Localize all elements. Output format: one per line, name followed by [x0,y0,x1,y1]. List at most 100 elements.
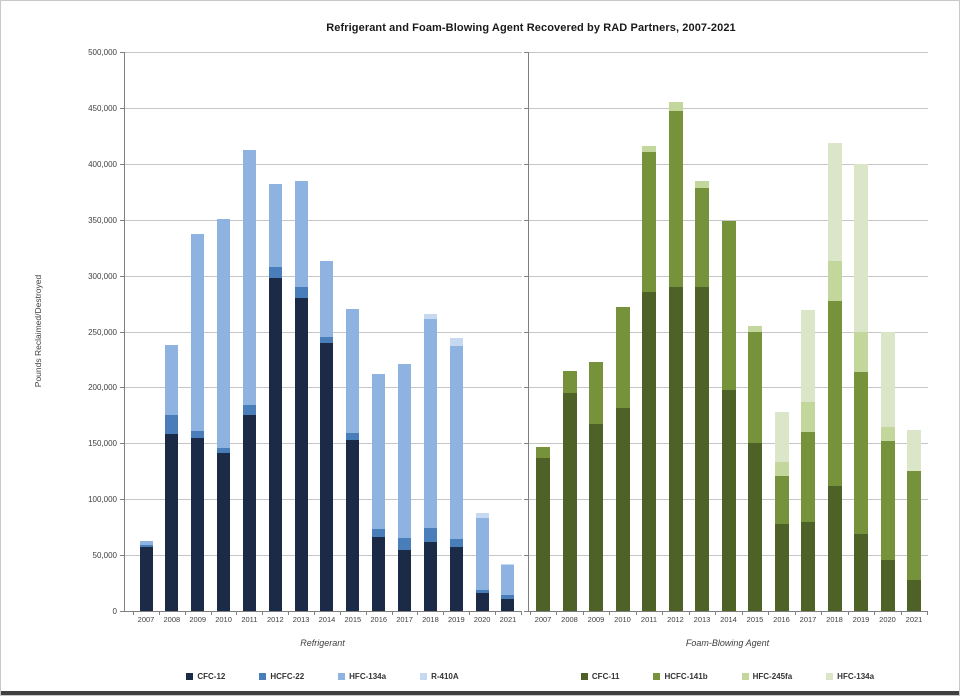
bar-segment-hfc-134a [801,310,815,402]
bar-segment-hcfc-22 [398,538,412,550]
bar-segment-hcfc-141b [827,301,842,486]
x-tick-label: 2013 [292,615,310,624]
y-tick-label: 300,000 [88,271,117,281]
legend-item-cfc-11: CFC-11 [580,672,619,681]
x-tick-label: 2013 [693,615,711,624]
bar-segment-hcfc-22 [165,415,179,435]
bar-segment-hfc-245fa [880,426,895,442]
bar-segment-cfc-12 [475,593,489,611]
bar-segment-hfc-134a [907,429,921,472]
legend-label: HCFC-141b [664,672,708,681]
foam-blowing-agent-chart-panel: 2007 2008 2009 2010 2011 2012 2013 2014 2015 2016… [524,52,929,624]
x-tick-label: 2015 [344,615,362,624]
bar-segment-hcfc-22 [294,286,308,298]
y-axis-tick [120,555,125,557]
x-tick-label: 2020 [473,615,491,624]
x-tick-label: 2007 [534,615,552,624]
y-axis-tick [524,219,529,221]
bar-segment-hcfc-141b [615,306,630,408]
legend-label: HFC-134a [837,672,875,681]
legend-item-hfc-134a: HFC-134a [338,672,386,681]
y-axis-tick [524,611,529,612]
bar-segment-hfc-245fa [774,462,789,476]
bar-segment-hcfc-141b [907,471,921,580]
x-tick-label: 2019 [852,615,870,624]
legend-label: HFC-134a [349,672,387,681]
x-axis-line [529,611,928,612]
bar-segment-hcfc-22 [346,433,360,440]
y-tick-label: 450,000 [88,103,117,113]
x-tick-label: 2016 [370,615,388,624]
bar-segment-cfc-11 [801,521,815,611]
bar-segment-hfc-245fa [695,180,709,189]
bar-segment-hfc-245fa [854,331,868,372]
bottom-border-rule [1,691,959,695]
bar-segment-hcfc-22 [372,529,386,538]
bar-segment-hcfc-141b [801,432,815,522]
x-tick-label: 2017 [396,615,413,624]
y-axis-tick [120,275,125,277]
bar-segment-hfc-134a [346,309,360,434]
bar-segment-r-410a [501,564,515,566]
bar-segment-hcfc-22 [423,528,437,542]
y-axis-tick [524,275,529,277]
x-tick-label: 2012 [667,615,684,624]
x-tick-label: 2020 [879,615,896,624]
legend-item-r-410a: R-410A [420,672,459,681]
bar-segment-hfc-245fa [642,145,656,152]
bar-segment-cfc-12 [423,541,437,611]
bar-segment-cfc-12 [294,297,308,611]
bar-segment-hfc-134a [139,540,153,546]
y-axis-tick [120,52,125,53]
x-axis-tick [339,611,341,615]
y-axis-tick [120,219,125,221]
bar-segment-cfc-11 [668,286,683,611]
x-tick-label: 2014 [318,615,336,624]
y-tick-label: 250,000 [88,327,117,337]
bar-segment-hcfc-141b [721,220,736,390]
y-axis-tick [524,555,529,557]
x-tick-label: 2008 [163,615,181,624]
bar-segment-hcfc-141b [774,475,789,524]
legend-item-hcfc-141b: HCFC-141b [653,672,708,681]
y-axis-tick [524,499,529,501]
bar-segment-hcfc-141b [562,370,577,393]
y-tick-label: 500,000 [88,48,117,57]
gridline [125,219,522,221]
bar-segment-hcfc-141b [880,441,895,560]
bar-segment-hfc-134a [449,346,463,540]
legend-swatch-icon [826,673,834,680]
chart-title: Refrigerant and Foam-Blowing Agent Recov… [326,22,736,34]
legend-item-hcfc-22: HCFC-22 [259,672,304,681]
legend-label: HCFC-22 [270,672,305,681]
bar-segment-cfc-11 [827,485,842,611]
y-axis-tick [120,443,125,445]
y-tick-label: 150,000 [88,439,117,449]
bar-segment-hfc-134a [165,344,179,416]
y-axis-tick [120,107,125,109]
bar-segment-hcfc-22 [242,405,256,416]
x-axis-tick [715,611,717,615]
bar-segment-cfc-11 [880,559,895,611]
x-axis-tick [469,611,471,615]
bar-segment-hfc-245fa [801,401,815,433]
x-tick-label: 2012 [266,615,284,624]
legend-label: HFC-245fa [752,672,793,681]
bar-segment-hcfc-141b [748,331,762,444]
bar-segment-cfc-12 [449,547,463,611]
bar-segment-cfc-11 [589,424,603,611]
bar-segment-hfc-134a [774,412,789,463]
x-axis-tick [210,611,212,615]
legend-item-cfc-12: CFC-12 [186,672,225,681]
bar-segment-hcfc-141b [668,111,683,287]
gridline [125,163,522,165]
bar-segment-hcfc-22 [217,447,231,454]
bar-segment-hcfc-141b [854,371,868,534]
bar-segment-hfc-245fa [748,325,762,332]
x-axis-tick [635,611,637,615]
bar-segment-hfc-134a [475,518,489,590]
legend-refrigerant: CFC-12 HCFC-22 HFC-134a R-410A [124,672,521,681]
bar-segment-hfc-134a [372,374,386,530]
bar-segment-hcfc-22 [268,266,282,278]
x-axis-tick [314,611,316,615]
